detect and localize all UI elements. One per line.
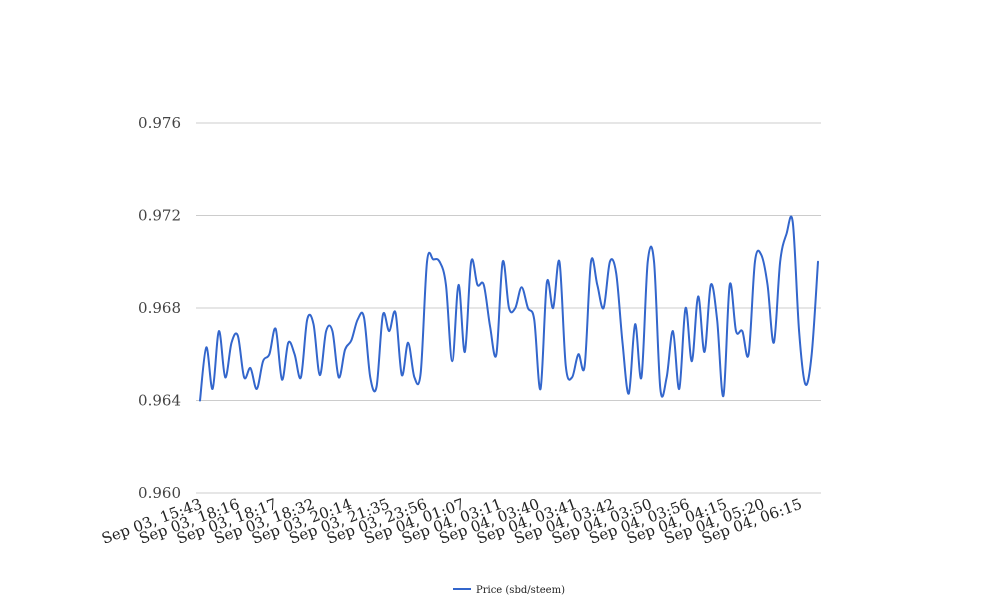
legend: Price (sbd/steem) <box>453 585 565 596</box>
series-area <box>199 215 819 402</box>
y-tick-label: 0.960 <box>138 484 181 502</box>
y-tick-label: 0.964 <box>138 392 181 410</box>
y-tick-label: 0.976 <box>138 114 181 132</box>
y-tick-label: 0.968 <box>138 299 181 317</box>
series-line-price <box>199 215 819 402</box>
y-axis-ticks: 0.960 0.964 0.968 0.972 0.976 <box>138 114 181 502</box>
legend-label: Price (sbd/steem) <box>476 585 565 596</box>
y-tick-label: 0.972 <box>138 207 181 225</box>
